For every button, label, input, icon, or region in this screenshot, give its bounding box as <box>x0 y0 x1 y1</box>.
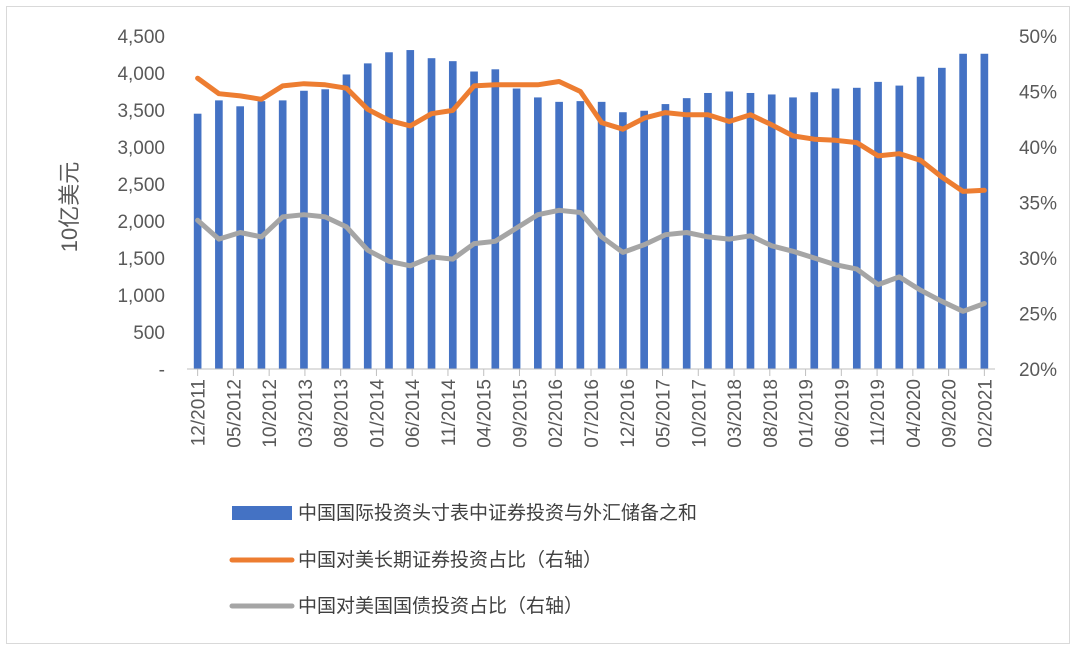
tick-labels: 12/2011 05/2012 10/2012 03/2013 08/2013 01/20… <box>117 27 1057 448</box>
legend-label: 中国对美国国债投资占比（右轴） <box>298 595 583 617</box>
y-right-tick-label: 45% <box>1019 83 1057 104</box>
bar <box>406 50 415 370</box>
y-axis-title: 10亿美元 <box>57 162 82 252</box>
x-tick-label: 07/2016 <box>582 379 603 448</box>
x-tick-label: 11/2019 <box>868 379 889 446</box>
axes <box>187 368 995 376</box>
bar <box>746 92 755 369</box>
series-line <box>195 207 987 314</box>
x-tick-label: 03/2013 <box>296 379 317 448</box>
y-left-tick-label: 500 <box>133 323 165 344</box>
bar-series <box>193 50 989 370</box>
x-tick-label: 05/2017 <box>654 379 675 448</box>
x-tick-label: 05/2012 <box>224 379 245 448</box>
x-tick-label: 12/2016 <box>618 379 639 448</box>
bar <box>236 106 244 370</box>
x-tick-label: 08/2013 <box>332 379 353 448</box>
x-tick-label: 09/2020 <box>940 379 961 448</box>
bar <box>363 63 372 369</box>
bar <box>789 97 797 370</box>
bar <box>555 101 563 370</box>
x-tick-label: 08/2018 <box>761 379 782 448</box>
bar <box>810 92 819 370</box>
y-left-tick-label: 2,500 <box>117 175 165 196</box>
legend-label: 中国国际投资头寸表中证券投资与外汇储备之和 <box>298 502 697 524</box>
bar <box>385 52 393 369</box>
y-right-tick-label: 25% <box>1019 305 1057 326</box>
bar <box>640 110 648 370</box>
y-left-tick-label: - <box>159 360 165 381</box>
bar <box>448 61 457 369</box>
y-left-tick-label: 4,500 <box>117 27 165 48</box>
bar <box>576 101 585 370</box>
bar <box>767 94 776 370</box>
x-tick-label: 03/2018 <box>725 379 746 448</box>
bar <box>980 53 989 369</box>
x-tick-label: 01/2014 <box>367 379 388 448</box>
y-right-tick-label: 35% <box>1019 194 1057 215</box>
x-tick-label: 04/2020 <box>904 379 925 448</box>
y-left-tick-label: 3,500 <box>117 101 165 122</box>
bar <box>852 87 861 370</box>
x-tick-label: 06/2014 <box>403 379 424 448</box>
line-series <box>195 75 987 314</box>
x-tick-label: 02/2021 <box>975 379 996 448</box>
x-tick-label: 02/2016 <box>546 379 567 448</box>
bar <box>215 100 223 369</box>
bar <box>491 69 500 370</box>
legend-swatch-bar <box>232 506 292 520</box>
y-left-tick-label: 1,000 <box>117 286 165 307</box>
series-line <box>195 75 987 194</box>
y-left-tick-label: 2,000 <box>117 212 165 233</box>
bar <box>895 85 904 369</box>
bar <box>427 58 436 369</box>
x-tick-label: 11/2014 <box>439 379 460 447</box>
bar <box>959 53 967 369</box>
bar <box>342 74 351 369</box>
bar <box>534 97 542 370</box>
x-tick-label: 01/2019 <box>797 379 818 448</box>
bar <box>704 92 712 369</box>
bar <box>321 89 330 369</box>
x-tick-label: 04/2015 <box>475 379 496 448</box>
combo-chart: 12/2011 05/2012 10/2012 03/2013 08/2013 01/20… <box>57 27 1057 617</box>
bar <box>725 91 734 369</box>
bar <box>831 88 840 369</box>
y-right-tick-label: 30% <box>1019 249 1057 270</box>
y-right-tick-label: 20% <box>1019 360 1057 381</box>
bar <box>193 113 202 369</box>
x-tick-label: 09/2015 <box>510 379 531 448</box>
x-tick-label: 12/2011 <box>189 379 210 446</box>
y-left-tick-label: 4,000 <box>117 64 165 85</box>
legend-label: 中国对美长期证券投资占比（右轴） <box>298 549 602 571</box>
bar <box>938 67 946 369</box>
y-right-tick-label: 40% <box>1019 138 1057 159</box>
bar <box>470 71 478 370</box>
x-tick-label: 10/2012 <box>260 379 281 448</box>
x-tick-label: 10/2017 <box>689 379 710 448</box>
y-right-tick-label: 50% <box>1019 27 1057 48</box>
y-left-tick-label: 3,000 <box>117 138 165 159</box>
x-tick-label: 06/2019 <box>832 379 853 448</box>
bar <box>278 100 287 369</box>
bar <box>916 76 925 369</box>
y-left-tick-label: 1,500 <box>117 249 165 270</box>
bar <box>300 90 308 369</box>
bar <box>874 81 882 369</box>
bar <box>619 112 627 369</box>
chart-frame: 12/2011 05/2012 10/2012 03/2013 08/2013 01/20… <box>6 6 1070 644</box>
